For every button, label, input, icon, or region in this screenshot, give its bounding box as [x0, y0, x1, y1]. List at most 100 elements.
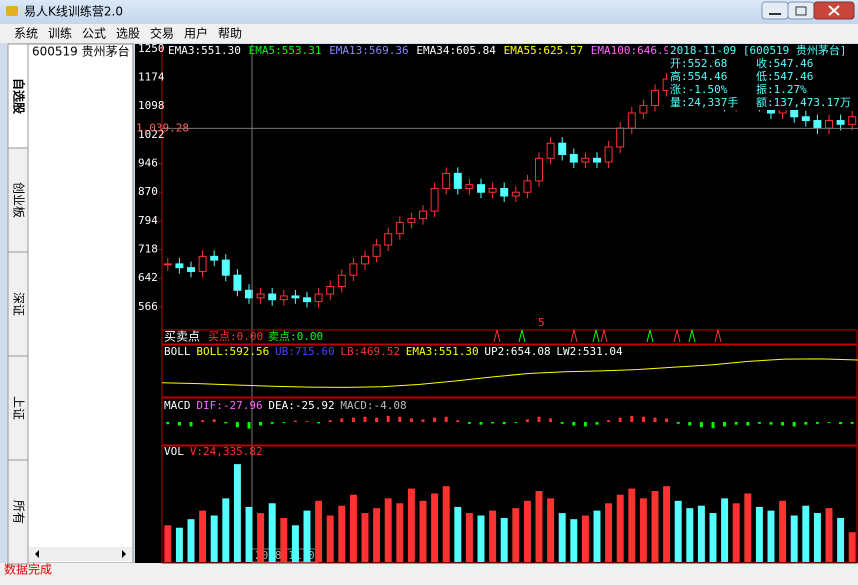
volume-bar [326, 515, 334, 562]
signal-sell: 卖点:0.00 [268, 330, 323, 343]
volume-bar [605, 503, 613, 562]
candle [569, 154, 578, 163]
info-line: 2018-11-09 [600519 贵州茅台] [670, 43, 846, 57]
volume-bar [396, 503, 404, 562]
menu-item[interactable]: 用户 [184, 26, 208, 41]
indicator-legend: BOLL [164, 345, 191, 358]
volume-bar [651, 491, 659, 562]
volume-bar [779, 500, 787, 562]
candle [825, 120, 833, 129]
status-bar [0, 563, 858, 585]
ema-legend: EMA34:605.84 [416, 44, 496, 57]
volume-bar [303, 510, 311, 562]
maximize-button[interactable] [787, 1, 815, 20]
signal-title: 买卖点 [164, 330, 200, 344]
signal-arrow [646, 329, 654, 343]
volume-bar [535, 491, 543, 562]
volume-bar [663, 486, 671, 562]
stock-item[interactable]: 600519 贵州茅台 [32, 44, 130, 59]
volume-bar [837, 517, 845, 562]
tab-label[interactable]: 上证 [12, 396, 26, 420]
candle [511, 191, 520, 197]
ema-legend: EMA13:569.36 [329, 44, 408, 57]
signal-arrow [688, 329, 696, 343]
indicator-legend: EMA3:551.30 [406, 345, 479, 358]
volume-bar [848, 532, 856, 562]
ema-legend: EMA100:646.96 [591, 44, 677, 57]
volume-bar [210, 515, 218, 562]
volume-bar [628, 488, 636, 562]
candle [326, 286, 335, 295]
app-icon [6, 6, 18, 16]
indicator-legend: LW2:531.04 [556, 345, 623, 358]
y-tick-label: 1250 [138, 42, 165, 55]
candle [384, 233, 393, 246]
y-tick-label: 566 [138, 300, 158, 313]
candle [395, 221, 404, 235]
candle [291, 295, 300, 299]
signal-arrow [570, 329, 578, 343]
volume-bar [199, 510, 207, 562]
h-scrollbar[interactable] [29, 547, 132, 561]
menu-item[interactable]: 系统 [14, 27, 38, 41]
minimize-button[interactable] [761, 1, 789, 20]
candle [442, 172, 451, 189]
volume-bar [570, 519, 578, 562]
volume-bar [616, 494, 624, 562]
menu-item[interactable]: 训练 [48, 26, 72, 41]
indicator-legend: MACD:-4.08 [340, 399, 406, 412]
volume-bar [291, 525, 299, 562]
volume-bar [419, 500, 427, 562]
signal-arrow [673, 329, 681, 343]
candle [801, 116, 810, 122]
volume-bar [593, 510, 601, 562]
candle [604, 146, 613, 163]
candle [419, 210, 427, 220]
candle [535, 157, 543, 182]
tab-label[interactable]: 深证 [12, 292, 26, 316]
volume-bar [489, 510, 497, 562]
tab-label[interactable]: 创业板 [12, 182, 26, 218]
menu-item[interactable]: 选股 [116, 27, 140, 41]
volume-bar [477, 515, 485, 562]
candle [836, 120, 845, 125]
info-line: 量:24,337手 [670, 95, 738, 109]
volume-bar [755, 506, 763, 562]
indicator-legend: LB:469.52 [340, 345, 400, 358]
volume-bar [512, 508, 520, 562]
tab-label[interactable]: 所有 [12, 500, 26, 524]
menu-item[interactable]: 帮助 [218, 27, 242, 41]
macd-panel [161, 397, 858, 446]
tab[interactable] [7, 459, 29, 565]
indicator-legend: V:24,335.82 [190, 445, 263, 458]
candle [627, 112, 636, 129]
candle [268, 293, 277, 301]
info-line: 高:554.46 [670, 69, 727, 83]
candle [465, 184, 474, 189]
tab-label[interactable]: 自选股 [12, 78, 27, 115]
candle [221, 259, 230, 276]
indicator-legend: UB:715.60 [275, 345, 335, 358]
volume-bar [431, 493, 439, 562]
volume-bar [802, 505, 810, 562]
menu-item[interactable]: 公式 [82, 27, 106, 41]
volume-bar [384, 498, 392, 562]
candle [349, 263, 358, 276]
y-tick-label: 718 [138, 243, 158, 256]
candle [477, 184, 485, 193]
menu-bar [0, 24, 858, 43]
y-tick-label: 946 [138, 157, 158, 170]
signal-count: 5 [538, 316, 545, 329]
boll-panel [161, 344, 858, 398]
indicator-legend: DEA:-25.92 [268, 399, 334, 412]
info-line: 振:1.27% [756, 82, 807, 96]
volume-bar [500, 517, 508, 562]
menu-item[interactable]: 交易 [150, 26, 174, 41]
maximize-icon [795, 6, 807, 16]
candle [581, 157, 590, 163]
candle [187, 267, 195, 272]
volume-bar [187, 519, 195, 562]
volume-bar [697, 505, 705, 562]
indicator-legend: BOLL:592.56 [196, 345, 269, 358]
candle [651, 89, 659, 106]
